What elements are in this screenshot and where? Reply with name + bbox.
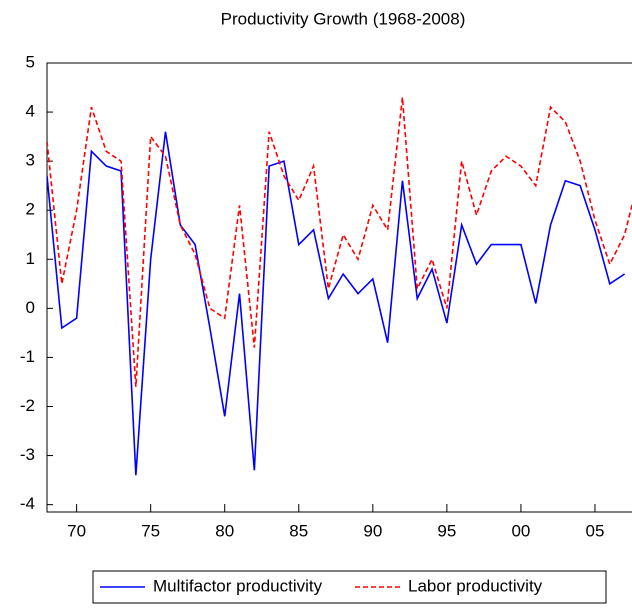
legend-box <box>92 570 607 604</box>
y-tick-label: -4 <box>20 494 35 513</box>
y-tick-label: 0 <box>26 298 35 317</box>
y-tick-label: -1 <box>20 347 35 366</box>
x-tick-label: 90 <box>363 521 382 540</box>
y-tick-label: 5 <box>26 52 35 71</box>
legend-label: Multifactor productivity <box>153 576 323 595</box>
y-tick-label: -2 <box>20 396 35 415</box>
axis-frame <box>46 62 632 513</box>
x-tick-label: 75 <box>141 521 160 540</box>
series-line <box>47 131 626 476</box>
y-tick-label: 2 <box>26 200 35 219</box>
y-tick-label: 4 <box>26 102 35 121</box>
x-tick-label: 85 <box>289 521 308 540</box>
y-tick-label: 3 <box>26 151 35 170</box>
x-tick-label: 70 <box>67 521 86 540</box>
y-tick-label: 1 <box>26 249 35 268</box>
x-tick-label: 80 <box>215 521 234 540</box>
y-tick-label: -3 <box>20 445 35 464</box>
x-tick-label: 95 <box>437 521 456 540</box>
x-tick-label: 05 <box>586 521 605 540</box>
x-tick-label: 00 <box>511 521 530 540</box>
legend-label: Labor productivity <box>408 576 543 595</box>
chart-title: Productivity Growth (1968-2008) <box>221 9 466 28</box>
series-line <box>47 97 632 387</box>
